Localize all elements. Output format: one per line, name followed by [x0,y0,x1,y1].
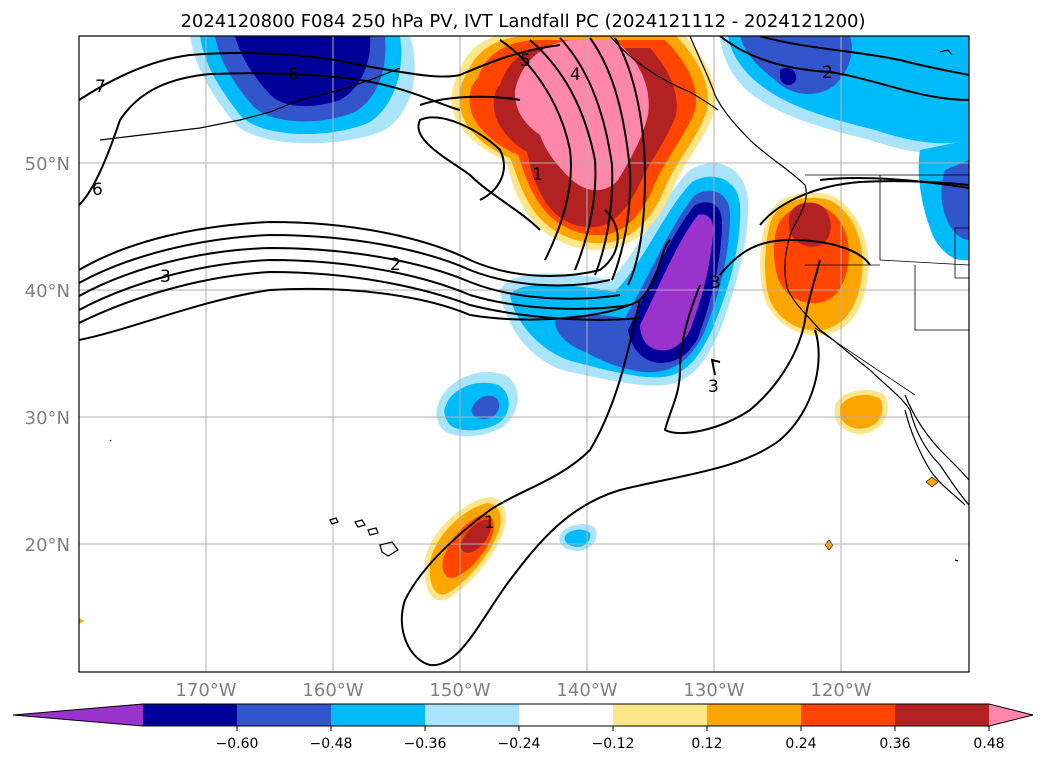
contour-label: 3 [160,267,171,287]
contour-label: 6 [92,180,103,200]
contour-label: 1 [532,165,543,185]
contour-label: 2 [822,63,833,83]
contour-label: 3 [710,273,721,293]
colorbar-tick-label: 0.36 [879,736,910,752]
colorbar-tick-label: −0.48 [310,736,353,752]
map-content: 6 5 4 2 7 6 3 2 1 3 3 1 [79,36,969,672]
contour-label: 3 [708,377,719,397]
negative-anomaly-interior [918,140,969,261]
colorbar-segment [519,704,614,726]
contour-label: 4 [570,65,581,85]
colorbar-extend-high [989,704,1033,726]
colorbar-segment [143,704,238,726]
positive-anomaly-edge [79,618,84,624]
contour-label: 6 [288,65,299,85]
colorbar-segment [425,704,520,726]
colorbar-tick-label: 0.48 [973,736,1004,752]
pv-contours [79,36,969,667]
coastlines [99,36,969,562]
colorbar-segment [801,704,896,726]
lon-label: 120°W [810,680,871,701]
colorbar-tick-label: 0.12 [691,736,722,752]
longitude-labels: 170°W 160°W 150°W 140°W 130°W 120°W [175,680,871,701]
lon-label: 130°W [683,680,744,701]
contour-labels: 6 5 4 2 7 6 3 2 1 3 3 1 [92,51,833,533]
latitude-labels: 50°N 40°N 30°N 20°N [25,154,70,556]
contour-label: 1 [484,513,495,533]
figure-title: 2024120800 F084 250 hPa PV, IVT Landfall… [180,11,865,32]
lon-label: 150°W [429,680,490,701]
lat-label: 20°N [25,535,70,556]
lon-label: 140°W [556,680,617,701]
colorbar-tick-label: −0.12 [592,736,635,752]
colorbar-extend-low [13,704,143,726]
colorbar: −0.60 −0.48 −0.36 −0.24 −0.12 0.12 0.24 0.36 0.4… [12,703,1034,752]
colorbar-segment [613,704,708,726]
lon-label: 160°W [302,680,363,701]
contour-label: 2 [390,255,401,275]
colorbar-segment [895,704,990,726]
colorbar-outline [12,703,1034,727]
positive-anomaly-dot [824,539,834,551]
colorbar-segment [707,704,802,726]
lat-label: 30°N [25,408,70,429]
positive-anomaly-baja [835,389,888,434]
colorbar-tick-label: 0.24 [785,736,816,752]
gridlines [79,36,969,672]
colorbar-segment [331,704,426,726]
lon-label: 170°W [175,680,236,701]
positive-anomaly-subtropical [424,497,506,601]
colorbar-tick-label: −0.36 [404,736,447,752]
borders [805,174,969,396]
lat-label: 50°N [25,154,70,175]
colorbar-tick-label: −0.24 [498,736,541,752]
positive-anomaly-california [760,192,869,336]
lat-label: 40°N [25,281,70,302]
colorbar-segment [237,704,332,726]
map-border [78,35,970,673]
contour-label: 7 [95,77,106,97]
positive-anomaly-dot [925,476,939,488]
contour-label: 5 [520,51,531,71]
colorbar-tick-label: −0.60 [216,736,259,752]
